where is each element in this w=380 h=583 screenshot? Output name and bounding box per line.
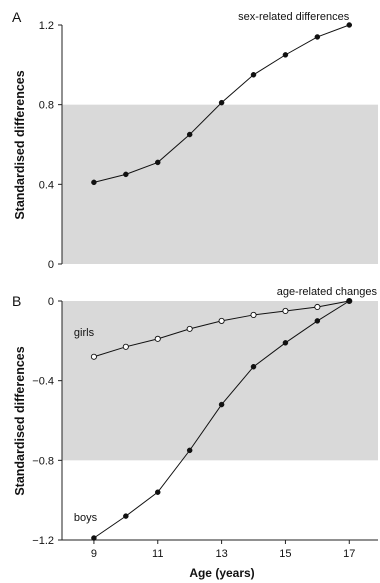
panel-b-letter: B: [12, 293, 21, 309]
panel-b-y-tick-label: −1.2: [32, 535, 54, 547]
panel-a-point: [250, 72, 257, 78]
panel-b-x-tick-label: 9: [91, 548, 97, 560]
panel-b-y-axis-label: Standardised differences: [13, 346, 27, 495]
panel-b-point: [186, 325, 193, 332]
panel-b-point: [314, 318, 321, 324]
panel-b-y-tick-label: −0.4: [32, 376, 54, 388]
panel-a-point: [282, 52, 289, 58]
panel-a-y-axis-label: Standardised differences: [13, 70, 27, 219]
panel-b: −1.2 −0.8 −0.4 0 9 11 13 15 17 girls boys age-relat…: [32, 286, 378, 560]
panel-b-y-tick-label: −0.8: [32, 455, 54, 467]
panel-b-point: [90, 353, 97, 360]
panel-b-point: [314, 303, 321, 311]
panel-a-point: [155, 159, 161, 166]
panel-b-point: [123, 513, 129, 519]
panel-b-x-tick-label: 13: [215, 548, 227, 560]
panel-b-point: [282, 307, 289, 315]
panel-a-point: [218, 99, 225, 106]
panel-a-point: [123, 171, 129, 178]
panel-b-point: [346, 298, 353, 304]
panel-a-point: [314, 34, 321, 40]
panel-a-shaded-band: [62, 104, 378, 265]
panel-a-series-label: sex-related differences: [238, 11, 350, 23]
panel-b-point: [218, 401, 225, 408]
panel-b-point: [122, 343, 129, 350]
panel-b-x-tick-label: 15: [279, 548, 291, 560]
panel-b-point: [282, 340, 289, 346]
panel-a-y-tick-label: 1.2: [39, 20, 54, 32]
panel-b-shaded-band: [62, 301, 378, 461]
panel-b-point: [154, 335, 161, 342]
panel-b-x-tick-label: 17: [343, 548, 355, 560]
panel-b-point: [186, 447, 193, 454]
panel-b-x-tick-label: 11: [152, 548, 163, 560]
panel-b-point: [250, 311, 257, 318]
panel-a-point: [91, 179, 97, 186]
panel-b-annotation: age-related changes: [277, 286, 378, 298]
panel-b-y-tick-label: 0: [48, 296, 54, 308]
panel-b-point: [155, 489, 161, 495]
panel-a-y-tick-label: 0: [48, 259, 54, 271]
panel-a-point: [186, 131, 193, 138]
panel-a: 0 0.4 0.8 1.2 sex-related differences: [39, 11, 378, 271]
panel-a-y-tick-label: 0.4: [39, 179, 54, 191]
panel-b-point: [91, 535, 97, 541]
panel-a-point: [346, 22, 353, 28]
panel-b-series-label: girls: [74, 327, 95, 339]
panel-a-letter: A: [12, 9, 22, 25]
x-axis-label: Age (years): [189, 566, 254, 580]
panel-a-y-tick-label: 0.8: [39, 100, 54, 112]
panel-b-series-label: boys: [74, 512, 98, 524]
panel-b-point: [250, 363, 257, 370]
panel-b-point: [218, 317, 225, 324]
